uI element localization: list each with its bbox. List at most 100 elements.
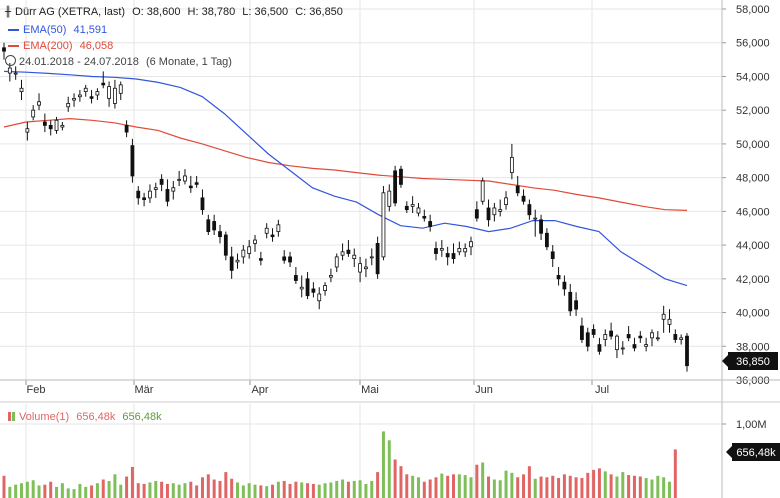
candle-body [177,178,182,181]
volume-bar [136,483,140,498]
volume-bar [8,486,12,498]
candle-body [282,256,287,261]
volume-bar [481,462,485,498]
ema50-legend-swatch [8,29,19,32]
volume-bar [422,481,426,498]
candle-body [416,207,421,214]
candle-body [136,190,141,199]
volume-bar [311,483,315,498]
price-tick-label: 46,000 [736,206,770,218]
candle-body [591,329,596,335]
candle-body [276,224,281,232]
volume-bar [341,479,345,498]
candle-body [212,221,217,231]
candle-body [7,67,12,74]
volume-bar [667,481,671,498]
volume-bar [615,476,619,498]
candle-body [445,253,450,258]
candle-body [515,185,520,194]
candle-body [375,243,380,275]
volume-bar [113,474,117,498]
candle-body [544,232,549,248]
candle-body [597,344,602,352]
volume-bar [387,440,391,498]
ema200-legend-value: 46,058 [79,40,114,52]
candle-body [206,219,211,233]
volume-bar [498,480,502,498]
price-tick-label: 54,000 [736,71,770,83]
candle-body [77,94,82,98]
ema200-legend: EMA(200) 46,058 [8,40,117,53]
volume-bar [533,478,537,498]
candle-body [188,185,193,189]
date-range-row: 24.01.2018 - 24.07.2018 (6 Monate, 1 Tag… [5,55,236,69]
volume-bar [165,483,169,498]
volume-bar [346,481,350,498]
volume-bar [580,478,584,498]
volume-bar [673,449,677,498]
volume-bar [20,483,24,498]
month-label: Mär [135,384,154,396]
volume-bar [195,485,199,498]
volume-bar [405,474,409,498]
candle-body [428,221,433,227]
close-value: C: 36,850 [295,6,343,18]
candle-body [293,275,298,281]
volume-badge-label: 656,48k [736,447,776,459]
volume-tick-label: 1,00M [736,419,767,431]
candle-body [422,216,427,219]
candle-body [568,291,573,312]
chart-badges: 36,850 656,48k [722,352,780,461]
price-tick-label: 36,000 [736,375,770,387]
ema50-legend-value: 41,591 [73,24,108,36]
volume-bar [84,486,88,498]
candle-body [399,168,403,185]
candle-body [223,234,228,256]
candle-body [673,334,678,340]
candle-body [118,84,123,94]
volume-bar [492,479,496,498]
volume-bar [562,474,566,498]
candle-body [393,170,398,204]
candle-body [153,187,158,190]
candle-body [480,180,485,202]
volume-bar [603,471,607,498]
volume-bar [358,480,362,498]
candle-body [37,101,41,106]
volume-bar [411,475,415,498]
volume-bar [522,474,526,498]
volume-bar [317,484,321,498]
volume-value-red: 656,48k [76,411,116,423]
candle-body [60,124,65,128]
price-tick-label: 52,000 [736,105,770,117]
volume-bar [352,480,356,498]
candle-body [148,190,152,199]
candle-body [311,288,316,293]
candle-body [89,96,94,99]
instrument-title: Dürr AG (XETRA, last) [15,6,126,18]
candle-body [66,103,71,108]
volume-bar [31,480,35,498]
price-tick-label: 42,000 [736,274,770,286]
candle-body [626,334,631,339]
candle-body [580,325,584,340]
volume-bar [487,476,491,498]
candlesticks [2,42,689,372]
open-value: O: 38,600 [132,6,181,18]
volume-bar [247,483,251,498]
volume-bar [212,479,216,498]
volume-bar [189,481,193,498]
volume-bar [25,481,29,498]
volume-bar [171,483,175,498]
candle-body [527,204,532,216]
volume-bar [440,473,444,498]
candle-body [270,234,275,238]
candle-body [334,256,339,268]
volume-bar [241,485,245,498]
volume-bar [376,472,380,498]
volume-bar [399,466,403,498]
candle-body [661,313,666,320]
volume-legend-swatch-2 [12,412,15,421]
candle-body [369,256,374,259]
candle-body [113,87,117,104]
